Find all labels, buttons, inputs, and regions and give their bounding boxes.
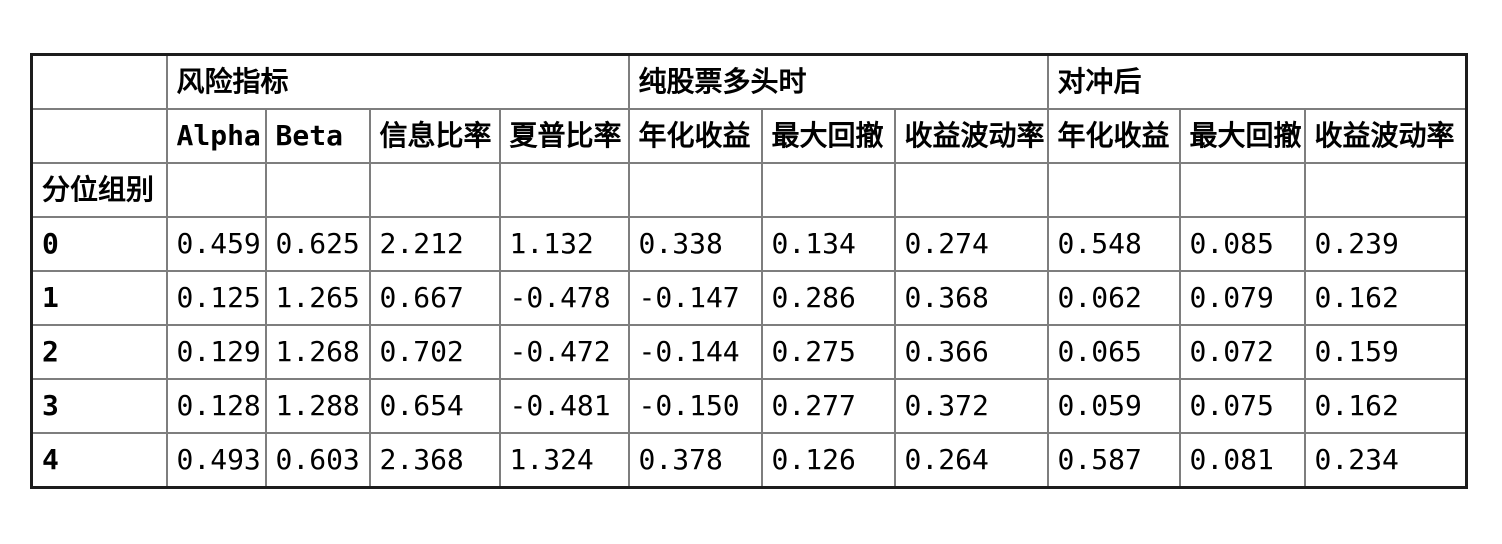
- col-group-hedged: 对冲后: [1046, 53, 1468, 110]
- data-cell: 0.075: [1178, 378, 1306, 434]
- blank-cell: [1303, 162, 1468, 218]
- index-name-cell: 分位组别: [30, 162, 168, 218]
- data-cell: 1.265: [264, 270, 371, 326]
- col-header-hedged-return-volatility: 收益波动率: [1303, 108, 1468, 164]
- row-index-cell: 2: [30, 324, 168, 380]
- data-cell: 0.126: [760, 432, 896, 489]
- data-cell: 0.264: [893, 432, 1049, 489]
- col-header-information-ratio: 信息比率: [368, 108, 501, 164]
- row-index-cell: 3: [30, 378, 168, 434]
- data-cell: 0.162: [1303, 378, 1468, 434]
- data-cell: 0.372: [893, 378, 1049, 434]
- data-cell: 2.212: [368, 216, 501, 272]
- data-cell: -0.144: [627, 324, 763, 380]
- table-row: 0 0.459 0.625 2.212 1.132 0.338 0.134 0.274 0.54…: [30, 216, 1468, 272]
- data-cell: 0.065: [1046, 324, 1181, 380]
- col-header-sharpe-ratio: 夏普比率: [498, 108, 630, 164]
- col-header-alpha: Alpha: [165, 108, 267, 164]
- data-cell: -0.472: [498, 324, 630, 380]
- blank-cell: [1046, 162, 1181, 218]
- data-cell: 0.134: [760, 216, 896, 272]
- corner-blank-cell: [30, 53, 168, 110]
- blank-cell: [498, 162, 630, 218]
- col-header-hedged-max-drawdown: 最大回撤: [1178, 108, 1306, 164]
- col-group-risk-metrics: 风险指标: [165, 53, 630, 110]
- table-row: 2 0.129 1.268 0.702 -0.472 -0.144 0.275 0.366 0.…: [30, 324, 1468, 380]
- group-header-row: 风险指标 纯股票多头时 对冲后: [30, 53, 1468, 110]
- table-row: 4 0.493 0.603 2.368 1.324 0.378 0.126 0.264 0.58…: [30, 432, 1468, 489]
- blank-header-cell: [30, 108, 168, 164]
- data-cell: 0.275: [760, 324, 896, 380]
- index-name-row: 分位组别: [30, 162, 1468, 218]
- data-cell: 0.625: [264, 216, 371, 272]
- blank-cell: [760, 162, 896, 218]
- data-cell: 2.368: [368, 432, 501, 489]
- data-cell: 1.132: [498, 216, 630, 272]
- quantile-risk-metrics-table: 风险指标 纯股票多头时 对冲后 Alpha Beta 信息比率 夏普比率 年化收…: [30, 53, 1469, 489]
- row-index-cell: 0: [30, 216, 168, 272]
- data-cell: 0.286: [760, 270, 896, 326]
- data-cell: 0.125: [165, 270, 267, 326]
- data-cell: 0.366: [893, 324, 1049, 380]
- data-cell: 0.162: [1303, 270, 1468, 326]
- data-cell: 0.667: [368, 270, 501, 326]
- data-cell: 1.324: [498, 432, 630, 489]
- data-cell: 0.059: [1046, 378, 1181, 434]
- data-cell: -0.478: [498, 270, 630, 326]
- data-cell: -0.481: [498, 378, 630, 434]
- col-group-long-only: 纯股票多头时: [627, 53, 1049, 110]
- data-cell: 0.378: [627, 432, 763, 489]
- data-cell: 0.072: [1178, 324, 1306, 380]
- row-index-cell: 4: [30, 432, 168, 489]
- blank-cell: [627, 162, 763, 218]
- data-cell: 0.587: [1046, 432, 1181, 489]
- data-cell: 0.129: [165, 324, 267, 380]
- data-cell: 1.288: [264, 378, 371, 434]
- data-cell: 0.234: [1303, 432, 1468, 489]
- data-cell: 0.459: [165, 216, 267, 272]
- data-cell: 0.654: [368, 378, 501, 434]
- data-cell: 0.493: [165, 432, 267, 489]
- data-cell: 0.128: [165, 378, 267, 434]
- table-row: 3 0.128 1.288 0.654 -0.481 -0.150 0.277 0.372 0.…: [30, 378, 1468, 434]
- data-cell: -0.147: [627, 270, 763, 326]
- data-cell: 0.548: [1046, 216, 1181, 272]
- data-cell: 1.268: [264, 324, 371, 380]
- col-header-beta: Beta: [264, 108, 371, 164]
- col-header-long-return-volatility: 收益波动率: [893, 108, 1049, 164]
- data-cell: 0.702: [368, 324, 501, 380]
- data-cell: 0.079: [1178, 270, 1306, 326]
- data-cell: 0.239: [1303, 216, 1468, 272]
- blank-cell: [1178, 162, 1306, 218]
- row-index-cell: 1: [30, 270, 168, 326]
- table-body: 0 0.459 0.625 2.212 1.132 0.338 0.134 0.274 0.54…: [30, 216, 1468, 489]
- data-cell: 0.338: [627, 216, 763, 272]
- blank-cell: [893, 162, 1049, 218]
- data-cell: -0.150: [627, 378, 763, 434]
- col-header-long-max-drawdown: 最大回撤: [760, 108, 896, 164]
- column-header-row: Alpha Beta 信息比率 夏普比率 年化收益 最大回撤 收益波动率 年化收…: [30, 108, 1468, 164]
- col-header-long-annual-return: 年化收益: [627, 108, 763, 164]
- data-cell: 0.274: [893, 216, 1049, 272]
- table-row: 1 0.125 1.265 0.667 -0.478 -0.147 0.286 0.368 0.…: [30, 270, 1468, 326]
- col-header-hedged-annual-return: 年化收益: [1046, 108, 1181, 164]
- data-cell: 0.085: [1178, 216, 1306, 272]
- blank-cell: [368, 162, 501, 218]
- data-cell: 0.277: [760, 378, 896, 434]
- data-cell: 0.081: [1178, 432, 1306, 489]
- data-cell: 0.368: [893, 270, 1049, 326]
- blank-cell: [165, 162, 267, 218]
- data-cell: 0.159: [1303, 324, 1468, 380]
- data-cell: 0.062: [1046, 270, 1181, 326]
- data-cell: 0.603: [264, 432, 371, 489]
- table-header: 风险指标 纯股票多头时 对冲后 Alpha Beta 信息比率 夏普比率 年化收…: [30, 53, 1468, 218]
- blank-cell: [264, 162, 371, 218]
